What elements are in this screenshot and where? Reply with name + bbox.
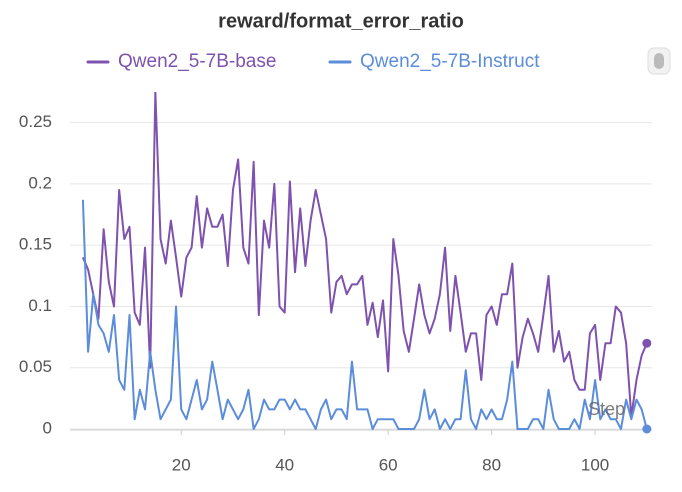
series-end-point: [642, 424, 652, 434]
series-line: [81, 199, 648, 430]
x-tick-label: 80: [482, 455, 501, 474]
y-tick-label: 0.15: [19, 235, 52, 254]
legend-toggle-knob[interactable]: [654, 53, 664, 69]
legend-label: Qwen2_5-7B-Instruct: [360, 51, 540, 72]
legend-toggle[interactable]: [647, 47, 671, 75]
chart-title: reward/format_error_ratio: [218, 10, 464, 32]
x-tick-label: 40: [275, 455, 294, 474]
y-tick-label: 0.2: [28, 173, 52, 192]
x-axis-label: Step: [588, 399, 625, 419]
series-line: [82, 92, 648, 418]
y-tick-label: 0.05: [19, 357, 52, 376]
x-tick-label: 20: [172, 455, 191, 474]
legend-label: Qwen2_5-7B-base: [118, 51, 276, 72]
y-tick-label: 0.1: [28, 296, 52, 315]
x-tick-label: 100: [581, 455, 609, 474]
y-tick-label: 0.25: [19, 112, 52, 131]
series-end-point: [642, 338, 652, 348]
x-tick-label: 60: [379, 455, 398, 474]
y-tick-label: 0: [43, 418, 52, 437]
plot-area: [81, 92, 648, 430]
